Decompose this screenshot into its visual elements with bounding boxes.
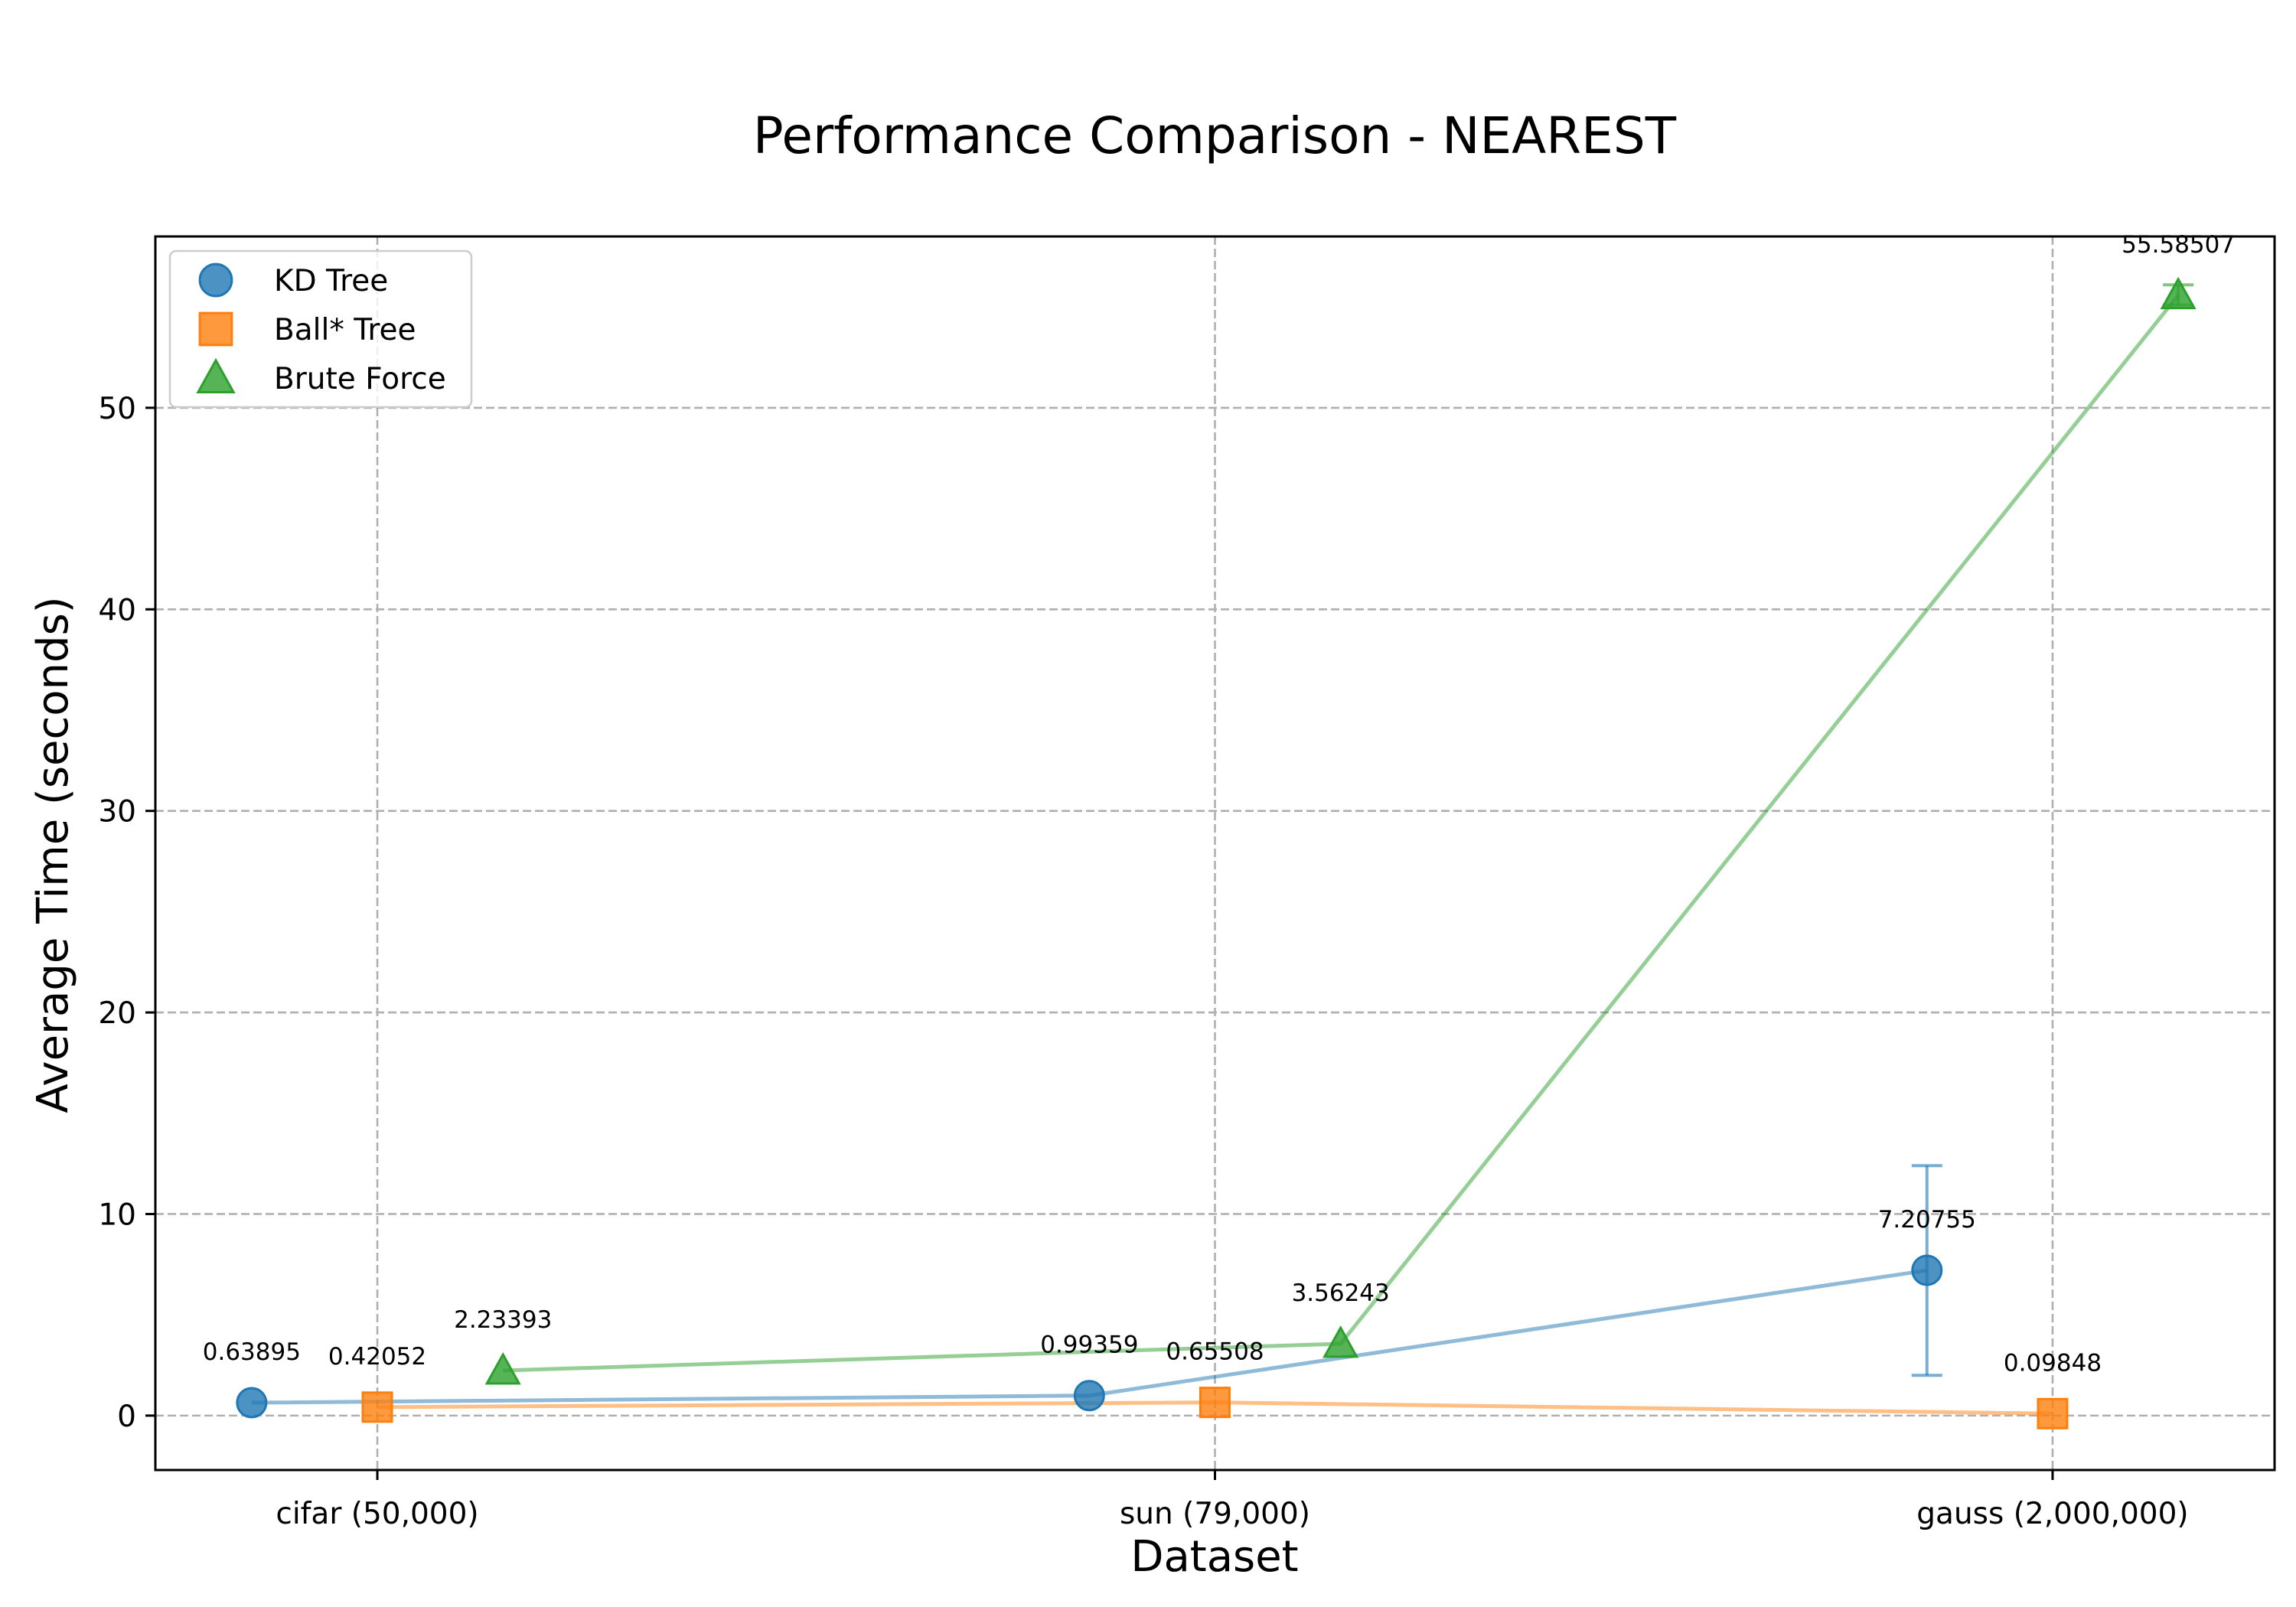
data-label: 7.20755 [1878, 1206, 1976, 1234]
data-label: 2.23393 [454, 1306, 552, 1334]
data-point [236, 1387, 268, 1419]
data-label: 0.65508 [1166, 1338, 1264, 1366]
data-point [1199, 1387, 1231, 1419]
x-tick-label: gauss (2,000,000) [1916, 1497, 2188, 1531]
data-label: 0.09848 [2004, 1349, 2102, 1377]
data-label: 0.63895 [203, 1338, 301, 1366]
legend-marker [196, 357, 236, 393]
legend-label: Brute Force [274, 362, 446, 396]
axes: 0 10 20 30 40 50 cifar (50,000) sun (79,000) gau… [98, 235, 2276, 1531]
y-tick-label: 10 [98, 1198, 136, 1232]
x-tick-label: sun (79,000) [1120, 1497, 1310, 1531]
data-label: 55.58507 [2122, 231, 2235, 259]
y-tick-label: 20 [98, 996, 136, 1031]
chart-title: Performance Comparison - NEAREST [753, 106, 1677, 165]
y-tick-label: 0 [117, 1400, 136, 1434]
data-point [1073, 1380, 1105, 1412]
legend-label: Ball* Tree [274, 313, 416, 347]
data-point [1911, 1254, 1943, 1286]
data-point [1322, 1325, 1359, 1358]
legend-marker [198, 262, 233, 298]
y-axis-label: Average Time (seconds) [28, 596, 78, 1113]
data-point [2160, 276, 2197, 310]
x-tick-label: cifar (50,000) [276, 1497, 478, 1531]
legend: KD Tree Ball* Tree Brute Force [168, 249, 473, 409]
legend-label: KD Tree [274, 264, 388, 298]
data-point [2037, 1397, 2069, 1429]
data-label: 3.56243 [1292, 1279, 1390, 1307]
legend-box [168, 249, 473, 409]
x-axis-label: Dataset [1130, 1532, 1298, 1582]
y-tick-label: 40 [98, 593, 136, 627]
y-tick-label: 30 [98, 795, 136, 830]
plot-area: 0.63895 0.99359 7.20755 0.42052 0.65508 0.098… [203, 231, 2235, 1429]
data-label: 0.42052 [328, 1343, 426, 1371]
y-tick-label: 50 [98, 392, 136, 426]
grid [155, 236, 2275, 1470]
data-point [484, 1351, 521, 1385]
data-label: 0.99359 [1040, 1332, 1138, 1359]
legend-marker [198, 311, 233, 347]
data-point [361, 1391, 393, 1423]
